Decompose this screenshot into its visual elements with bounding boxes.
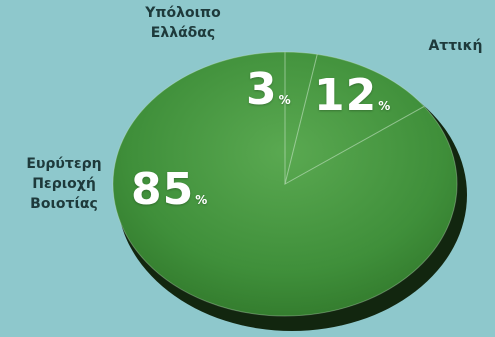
label-rest-of-greece: Υπόλοιπο Ελλάδας — [145, 5, 221, 41]
pie-slice-rest-of-greece — [284, 51, 318, 185]
unit-attica: % — [378, 99, 391, 113]
pie-slice-boeotia — [112, 51, 458, 317]
label-attica: Αττική — [428, 38, 483, 54]
pct-attica: 12% — [314, 70, 390, 121]
unit-boeotia: % — [195, 193, 208, 207]
value-boeotia: 85 — [131, 164, 195, 215]
pct-boeotia: 85% — [131, 164, 207, 215]
pie-face — [113, 52, 457, 316]
label-boeotia: Ευρύτερη Περιοχή Βοιοτίας — [26, 156, 102, 212]
pie-slice-attica — [284, 53, 425, 185]
pct-rest-of-greece: 3% — [246, 64, 291, 115]
unit-rest-of-greece: % — [278, 93, 291, 107]
value-attica: 12 — [314, 70, 378, 121]
value-rest-of-greece: 3 — [246, 64, 278, 115]
